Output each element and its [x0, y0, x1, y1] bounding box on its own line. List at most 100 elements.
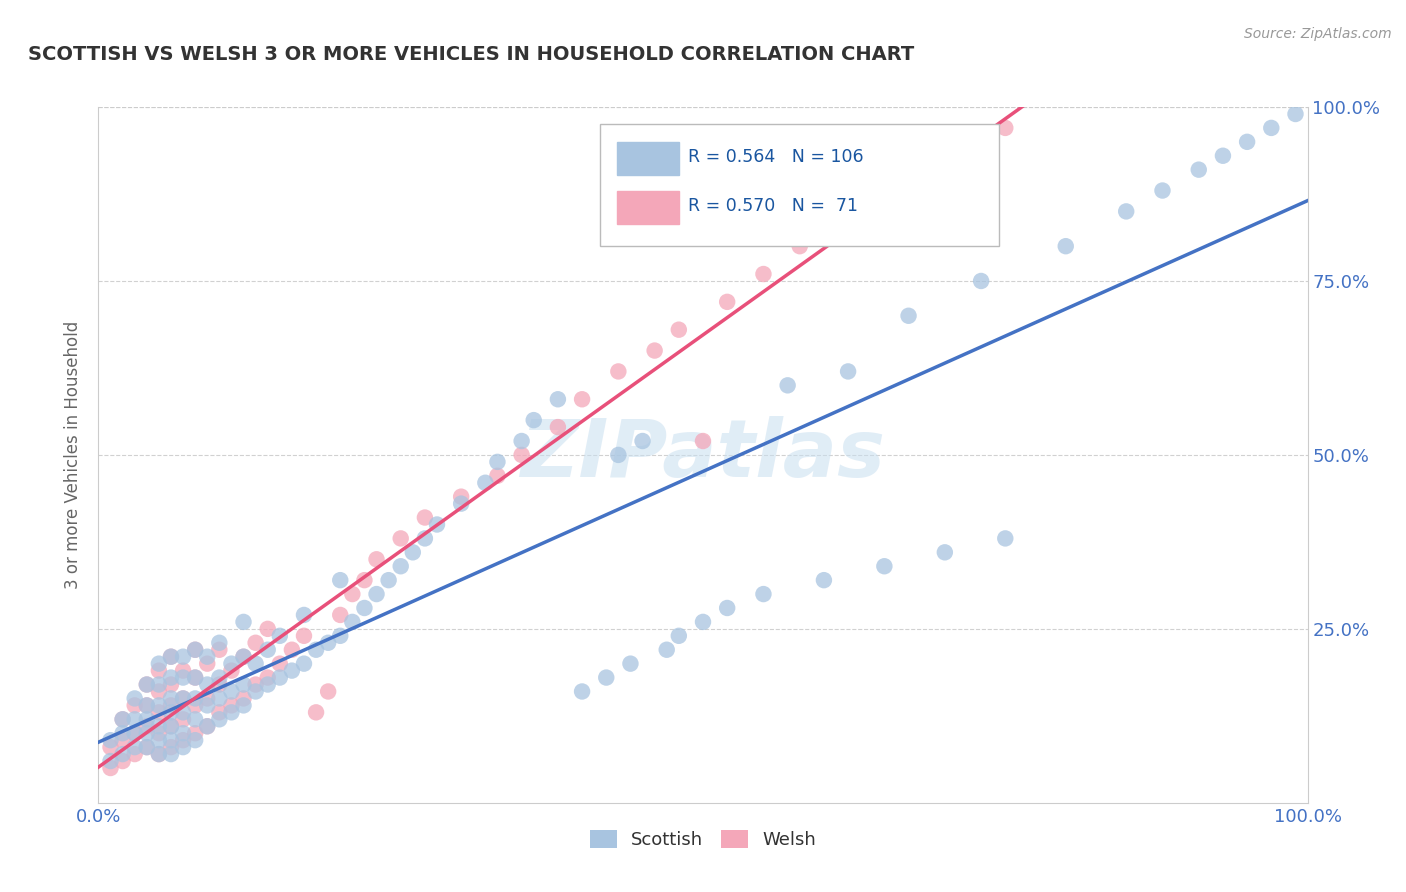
Point — [256, 622, 278, 636]
Point — [776, 378, 799, 392]
Point — [195, 698, 218, 713]
Point — [221, 664, 243, 678]
Point — [160, 740, 183, 755]
Point — [135, 698, 157, 713]
Point — [510, 448, 533, 462]
Point — [450, 490, 472, 504]
Point — [281, 642, 304, 657]
Point — [1284, 107, 1306, 121]
Point — [148, 706, 170, 720]
Point — [208, 706, 231, 720]
Point — [100, 740, 122, 755]
Point — [692, 434, 714, 448]
Point — [571, 392, 593, 407]
Point — [111, 733, 134, 747]
Point — [994, 532, 1017, 546]
Text: ZIPatlas: ZIPatlas — [520, 416, 886, 494]
Point — [160, 698, 183, 713]
Point — [160, 677, 183, 691]
Point — [208, 712, 231, 726]
Point — [1212, 149, 1234, 163]
Point — [232, 698, 254, 713]
Point — [148, 684, 170, 698]
Point — [124, 740, 146, 755]
Legend: Scottish, Welsh: Scottish, Welsh — [582, 822, 824, 856]
Point — [172, 733, 194, 747]
Text: SCOTTISH VS WELSH 3 OR MORE VEHICLES IN HOUSEHOLD CORRELATION CHART: SCOTTISH VS WELSH 3 OR MORE VEHICLES IN … — [28, 45, 914, 63]
Point — [184, 698, 207, 713]
Text: R = 0.570   N =  71: R = 0.570 N = 71 — [689, 197, 859, 215]
Point — [160, 747, 183, 761]
Point — [269, 629, 291, 643]
Point — [256, 642, 278, 657]
Point — [100, 754, 122, 768]
Point — [342, 587, 364, 601]
Point — [245, 657, 267, 671]
Point — [692, 615, 714, 629]
Point — [195, 677, 218, 691]
Point — [329, 607, 352, 622]
Point — [148, 726, 170, 740]
Point — [752, 587, 775, 601]
Text: Source: ZipAtlas.com: Source: ZipAtlas.com — [1244, 27, 1392, 41]
Point — [316, 636, 339, 650]
Point — [160, 649, 183, 664]
Point — [111, 747, 134, 761]
Point — [148, 664, 170, 678]
Point — [184, 691, 207, 706]
Point — [111, 712, 134, 726]
Point — [1054, 239, 1077, 253]
Point — [837, 364, 859, 378]
Point — [184, 733, 207, 747]
Point — [245, 677, 267, 691]
Point — [184, 671, 207, 685]
Point — [221, 698, 243, 713]
Point — [195, 649, 218, 664]
Point — [124, 698, 146, 713]
Point — [135, 719, 157, 733]
Point — [195, 719, 218, 733]
Point — [172, 740, 194, 755]
Point — [450, 497, 472, 511]
Point — [172, 691, 194, 706]
Point — [607, 448, 630, 462]
Point — [934, 545, 956, 559]
Point — [221, 657, 243, 671]
Point — [256, 677, 278, 691]
FancyBboxPatch shape — [617, 191, 679, 224]
Point — [547, 392, 569, 407]
Point — [184, 726, 207, 740]
Point — [148, 677, 170, 691]
FancyBboxPatch shape — [617, 142, 679, 175]
Point — [329, 573, 352, 587]
Point — [1236, 135, 1258, 149]
Point — [172, 706, 194, 720]
Point — [148, 719, 170, 733]
Point — [232, 691, 254, 706]
Point — [934, 149, 956, 163]
Point — [486, 455, 509, 469]
Point — [366, 552, 388, 566]
Point — [232, 615, 254, 629]
Point — [232, 677, 254, 691]
Point — [486, 468, 509, 483]
Point — [160, 719, 183, 733]
Point — [644, 343, 666, 358]
Point — [353, 573, 375, 587]
Point — [148, 747, 170, 761]
Point — [100, 761, 122, 775]
Point — [631, 434, 654, 448]
Point — [994, 120, 1017, 135]
Point — [160, 649, 183, 664]
Point — [160, 706, 183, 720]
Point — [135, 740, 157, 755]
Point — [184, 642, 207, 657]
FancyBboxPatch shape — [600, 124, 1000, 246]
Point — [547, 420, 569, 434]
Text: R = 0.564   N = 106: R = 0.564 N = 106 — [689, 148, 865, 166]
Point — [124, 747, 146, 761]
Point — [1115, 204, 1137, 219]
Point — [269, 657, 291, 671]
Point — [837, 211, 859, 226]
Point — [752, 267, 775, 281]
